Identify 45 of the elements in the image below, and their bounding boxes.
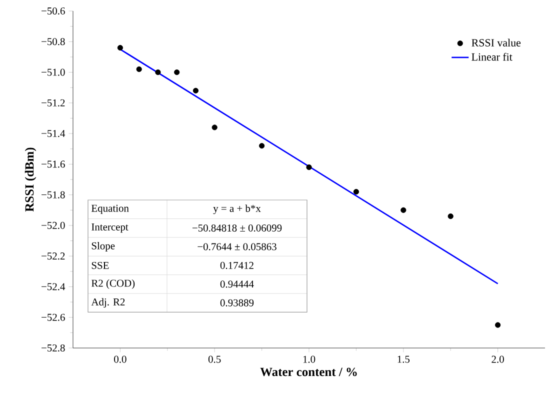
y-tick-label: −51.6 bbox=[42, 160, 65, 168]
y-tick-label: −51.2 bbox=[42, 99, 65, 106]
y-tick-label: −50.8 bbox=[42, 38, 65, 46]
annotation: 0.93889 bbox=[220, 299, 254, 306]
y-tick-label: −51.0 bbox=[42, 68, 65, 76]
x-tick-label: 0.5 bbox=[208, 356, 221, 363]
y-tick-label: −52.8 bbox=[42, 344, 65, 352]
x-tick-label: 1.0 bbox=[303, 356, 316, 363]
point bbox=[495, 322, 501, 328]
annotation: −50.84818 ± 0.06099 bbox=[192, 224, 282, 232]
annotation: y = a + b*x bbox=[213, 204, 261, 214]
x-tick-label: 0.0 bbox=[114, 356, 126, 363]
x-tick-label: 1.5 bbox=[398, 356, 410, 363]
point bbox=[353, 188, 360, 195]
annotation: Slope bbox=[92, 242, 115, 252]
annotation: −0.7644 ± 0.05863 bbox=[198, 243, 276, 250]
point bbox=[174, 69, 180, 76]
annotation: 0.17412 bbox=[220, 262, 254, 269]
point bbox=[192, 88, 199, 94]
annotation: SSE bbox=[92, 262, 109, 269]
y-tick-label: −52.0 bbox=[42, 222, 65, 229]
point bbox=[136, 66, 142, 72]
annotation: Equation bbox=[92, 204, 129, 214]
point bbox=[400, 207, 406, 213]
annotation: Adj. R2 bbox=[91, 298, 125, 308]
point bbox=[306, 164, 312, 170]
point bbox=[212, 124, 218, 130]
point bbox=[155, 69, 161, 76]
y-tick-label: −51.8 bbox=[42, 191, 65, 198]
y-tick-label: −52.6 bbox=[42, 314, 65, 321]
point bbox=[117, 44, 124, 51]
x-axis-title: Water content / % bbox=[260, 368, 357, 376]
annotation: R2 (COD) bbox=[92, 279, 135, 289]
legend-label: Linear fit bbox=[472, 52, 512, 61]
annotation: 0.94444 bbox=[220, 280, 254, 288]
legend-label: RSSI value bbox=[472, 38, 521, 46]
y-tick-label: −51.4 bbox=[42, 130, 66, 138]
y-axis-title: RSSI (dBm) bbox=[24, 148, 36, 212]
x-tick-label: 2.0 bbox=[492, 356, 504, 363]
y-tick-label: −50.6 bbox=[42, 7, 65, 15]
point bbox=[448, 213, 454, 220]
y-tick-label: −52.4 bbox=[42, 283, 66, 290]
point bbox=[259, 143, 265, 149]
annotation: Intercept bbox=[92, 224, 128, 233]
y-tick-label: −52.2 bbox=[42, 252, 65, 260]
